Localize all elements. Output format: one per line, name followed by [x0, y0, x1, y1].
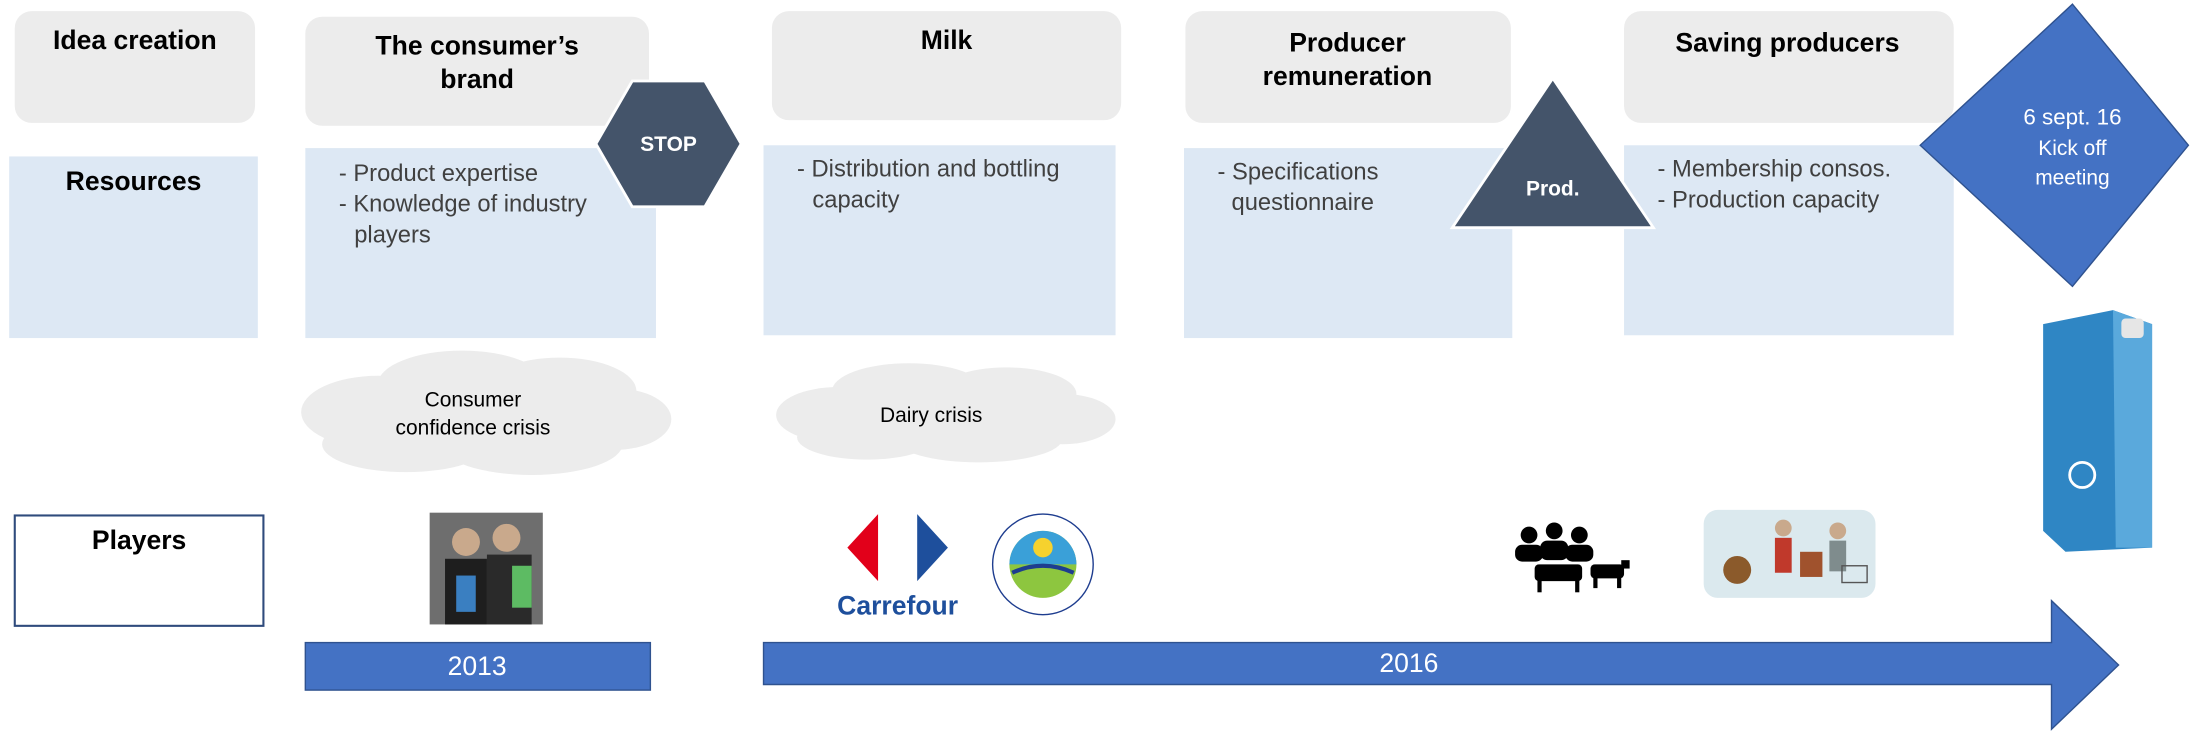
carrefour-logo: Carrefour: [837, 514, 958, 621]
cloud-text: confidence crisis: [396, 416, 551, 439]
milestone-text: 6 sept. 16: [2023, 105, 2121, 130]
cloud: [301, 351, 671, 475]
cloud-text: Consumer: [425, 388, 522, 411]
stage-title: Milk: [921, 25, 973, 55]
stage-title: Idea creation: [53, 25, 217, 55]
milestone-text: meeting: [2035, 166, 2109, 189]
timeline-arrow: [764, 601, 2119, 730]
logo-text: Carrefour: [837, 591, 958, 621]
timeline-label: 2016: [1379, 648, 1438, 678]
stop-label: STOP: [640, 133, 697, 156]
page: {"row_labels": {"resources": "Resources"…: [0, 0, 2192, 732]
resource-text: - Specifications: [1218, 159, 1379, 185]
stage-title: Producer: [1289, 28, 1405, 58]
resource-text: questionnaire: [1232, 190, 1375, 216]
resource-text: - Distribution and bottling: [797, 157, 1060, 183]
milk-carton: [2043, 310, 2152, 552]
timeline-label: 2013: [448, 651, 507, 681]
resource-text: capacity: [812, 187, 899, 213]
diagram: Idea creation The consumer’s brand Milk …: [0, 0, 2192, 732]
stage-title: remuneration: [1263, 61, 1433, 91]
resource-text: - Production capacity: [1658, 187, 1880, 213]
row-label: Resources: [66, 166, 202, 196]
prod-label: Prod.: [1526, 178, 1580, 201]
founders-photo: [430, 513, 543, 625]
stage-title: Saving producers: [1675, 28, 1899, 58]
row-label: Players: [92, 525, 186, 555]
stage-title: The consumer’s: [375, 31, 578, 61]
stage-title: brand: [440, 64, 514, 94]
resource-text: - Product expertise: [339, 161, 538, 187]
resource-text: players: [354, 222, 431, 248]
laiterie-logo: [993, 514, 1094, 615]
people-cows-icon: [1515, 522, 1630, 592]
resource-text: - Membership consos.: [1658, 157, 1891, 183]
resource-text: - Knowledge of industry: [339, 192, 587, 218]
cloud-text: Dairy crisis: [880, 404, 982, 427]
market-illustration: [1704, 510, 1876, 598]
milestone-text: Kick off: [2038, 137, 2106, 160]
